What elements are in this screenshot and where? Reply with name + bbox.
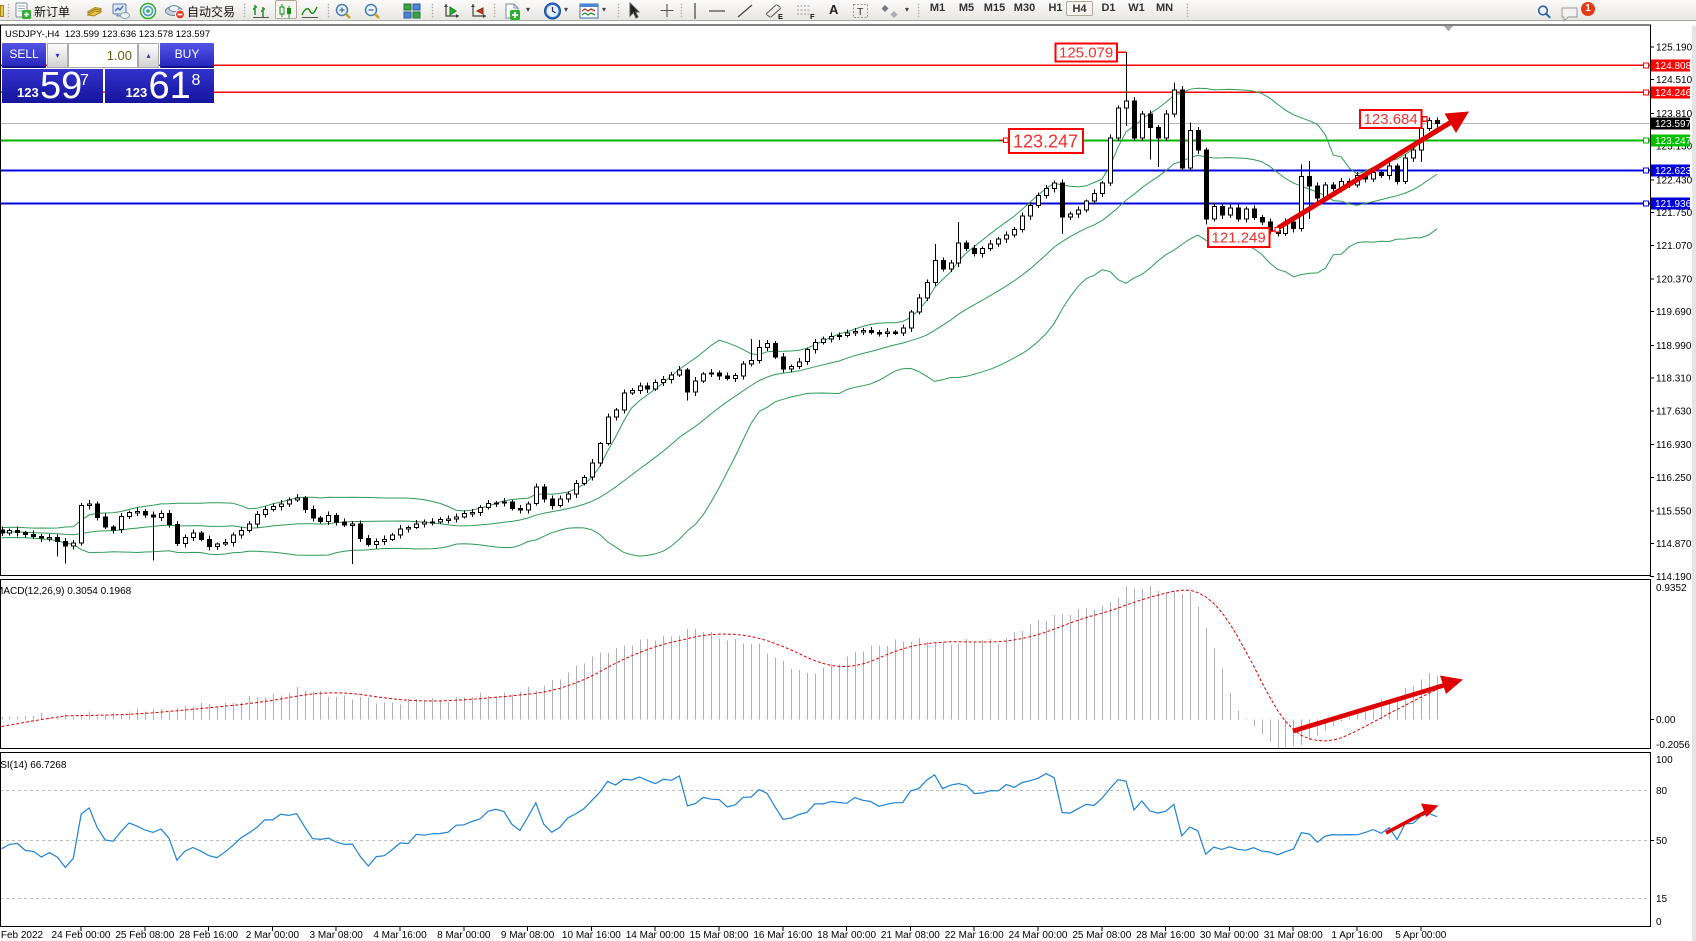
svg-text:2 Mar 00:00: 2 Mar 00:00 — [246, 930, 300, 941]
svg-text:121.070: 121.070 — [1656, 241, 1693, 252]
svg-text:122.430: 122.430 — [1656, 175, 1693, 186]
svg-text:123.597: 123.597 — [1655, 119, 1692, 130]
svg-text:28 Feb 16:00: 28 Feb 16:00 — [179, 930, 238, 941]
svg-text:50: 50 — [1656, 836, 1668, 847]
svg-text:28 Mar 16:00: 28 Mar 16:00 — [1136, 930, 1195, 941]
svg-text:30 Mar 00:00: 30 Mar 00:00 — [1200, 930, 1259, 941]
svg-text:0.00: 0.00 — [1656, 715, 1676, 726]
svg-text:Feb 2022: Feb 2022 — [1, 930, 44, 941]
svg-text:114.190: 114.190 — [1656, 572, 1692, 583]
svg-text:125.079: 125.079 — [1059, 45, 1113, 62]
svg-text:122.623: 122.623 — [1655, 166, 1692, 177]
svg-text:123.247: 123.247 — [1013, 132, 1078, 152]
svg-text:114.870: 114.870 — [1656, 539, 1692, 550]
svg-text:15: 15 — [1656, 894, 1668, 905]
svg-text:-0.2056: -0.2056 — [1656, 740, 1690, 751]
svg-text:123.810: 123.810 — [1656, 109, 1693, 120]
svg-text:MACD(12,26,9) 0.3054 0.1968: MACD(12,26,9) 0.3054 0.1968 — [0, 586, 132, 597]
svg-text:121.750: 121.750 — [1656, 208, 1693, 219]
svg-text:25 Mar 08:00: 25 Mar 08:00 — [1072, 930, 1131, 941]
svg-text:0: 0 — [1656, 917, 1662, 928]
svg-text:31 Mar 08:00: 31 Mar 08:00 — [1264, 930, 1323, 941]
svg-text:14 Mar 00:00: 14 Mar 00:00 — [626, 930, 685, 941]
svg-text:9 Mar 08:00: 9 Mar 08:00 — [501, 930, 555, 941]
svg-text:118.310: 118.310 — [1656, 374, 1692, 385]
svg-text:0.9352: 0.9352 — [1656, 583, 1687, 594]
svg-text:3 Mar 08:00: 3 Mar 08:00 — [310, 930, 364, 941]
svg-text:120.370: 120.370 — [1656, 275, 1693, 286]
svg-text:24 Mar 00:00: 24 Mar 00:00 — [1009, 930, 1068, 941]
svg-text:119.690: 119.690 — [1656, 307, 1692, 318]
svg-text:18 Mar 00:00: 18 Mar 00:00 — [817, 930, 876, 941]
svg-text:118.990: 118.990 — [1656, 341, 1692, 352]
svg-text:100: 100 — [1656, 755, 1673, 766]
svg-text:USDJPY-,H4 123.599 123.636 12: USDJPY-,H4 123.599 123.636 123.578 123.5… — [5, 29, 210, 40]
svg-text:115.550: 115.550 — [1656, 507, 1692, 518]
svg-text:T: T — [857, 6, 864, 18]
svg-text:22 Mar 16:00: 22 Mar 16:00 — [945, 930, 1004, 941]
svg-text:4 Mar 16:00: 4 Mar 16:00 — [373, 930, 427, 941]
svg-text:F: F — [810, 12, 815, 20]
svg-text:121.249: 121.249 — [1212, 230, 1266, 247]
svg-text:124.510: 124.510 — [1656, 75, 1693, 86]
svg-text:123.247: 123.247 — [1655, 136, 1692, 147]
svg-text:15 Mar 08:00: 15 Mar 08:00 — [690, 930, 749, 941]
svg-text:16 Mar 16:00: 16 Mar 16:00 — [753, 930, 812, 941]
svg-text:24 Feb 00:00: 24 Feb 00:00 — [52, 930, 111, 941]
svg-text:E: E — [778, 12, 783, 20]
svg-text:117.630: 117.630 — [1656, 406, 1692, 417]
svg-text:121.936: 121.936 — [1655, 199, 1692, 210]
svg-text:21 Mar 08:00: 21 Mar 08:00 — [881, 930, 940, 941]
svg-text:10 Mar 16:00: 10 Mar 16:00 — [562, 930, 621, 941]
svg-text:116.930: 116.930 — [1656, 440, 1692, 451]
svg-text:25 Feb 08:00: 25 Feb 08:00 — [115, 930, 174, 941]
svg-text:124.808: 124.808 — [1655, 61, 1692, 72]
svg-text:5 Apr 00:00: 5 Apr 00:00 — [1395, 930, 1447, 941]
svg-text:123.130: 123.130 — [1656, 142, 1693, 153]
svg-text:80: 80 — [1656, 786, 1668, 797]
svg-text:123.684: 123.684 — [1364, 111, 1418, 128]
svg-text:1 Apr 16:00: 1 Apr 16:00 — [1331, 930, 1383, 941]
svg-text:125.190: 125.190 — [1656, 43, 1693, 54]
svg-text:8 Mar 00:00: 8 Mar 00:00 — [437, 930, 491, 941]
svg-text:116.250: 116.250 — [1656, 473, 1692, 484]
svg-text:RSI(14) 66.7268: RSI(14) 66.7268 — [0, 760, 67, 771]
svg-text:124.246: 124.246 — [1655, 88, 1692, 99]
